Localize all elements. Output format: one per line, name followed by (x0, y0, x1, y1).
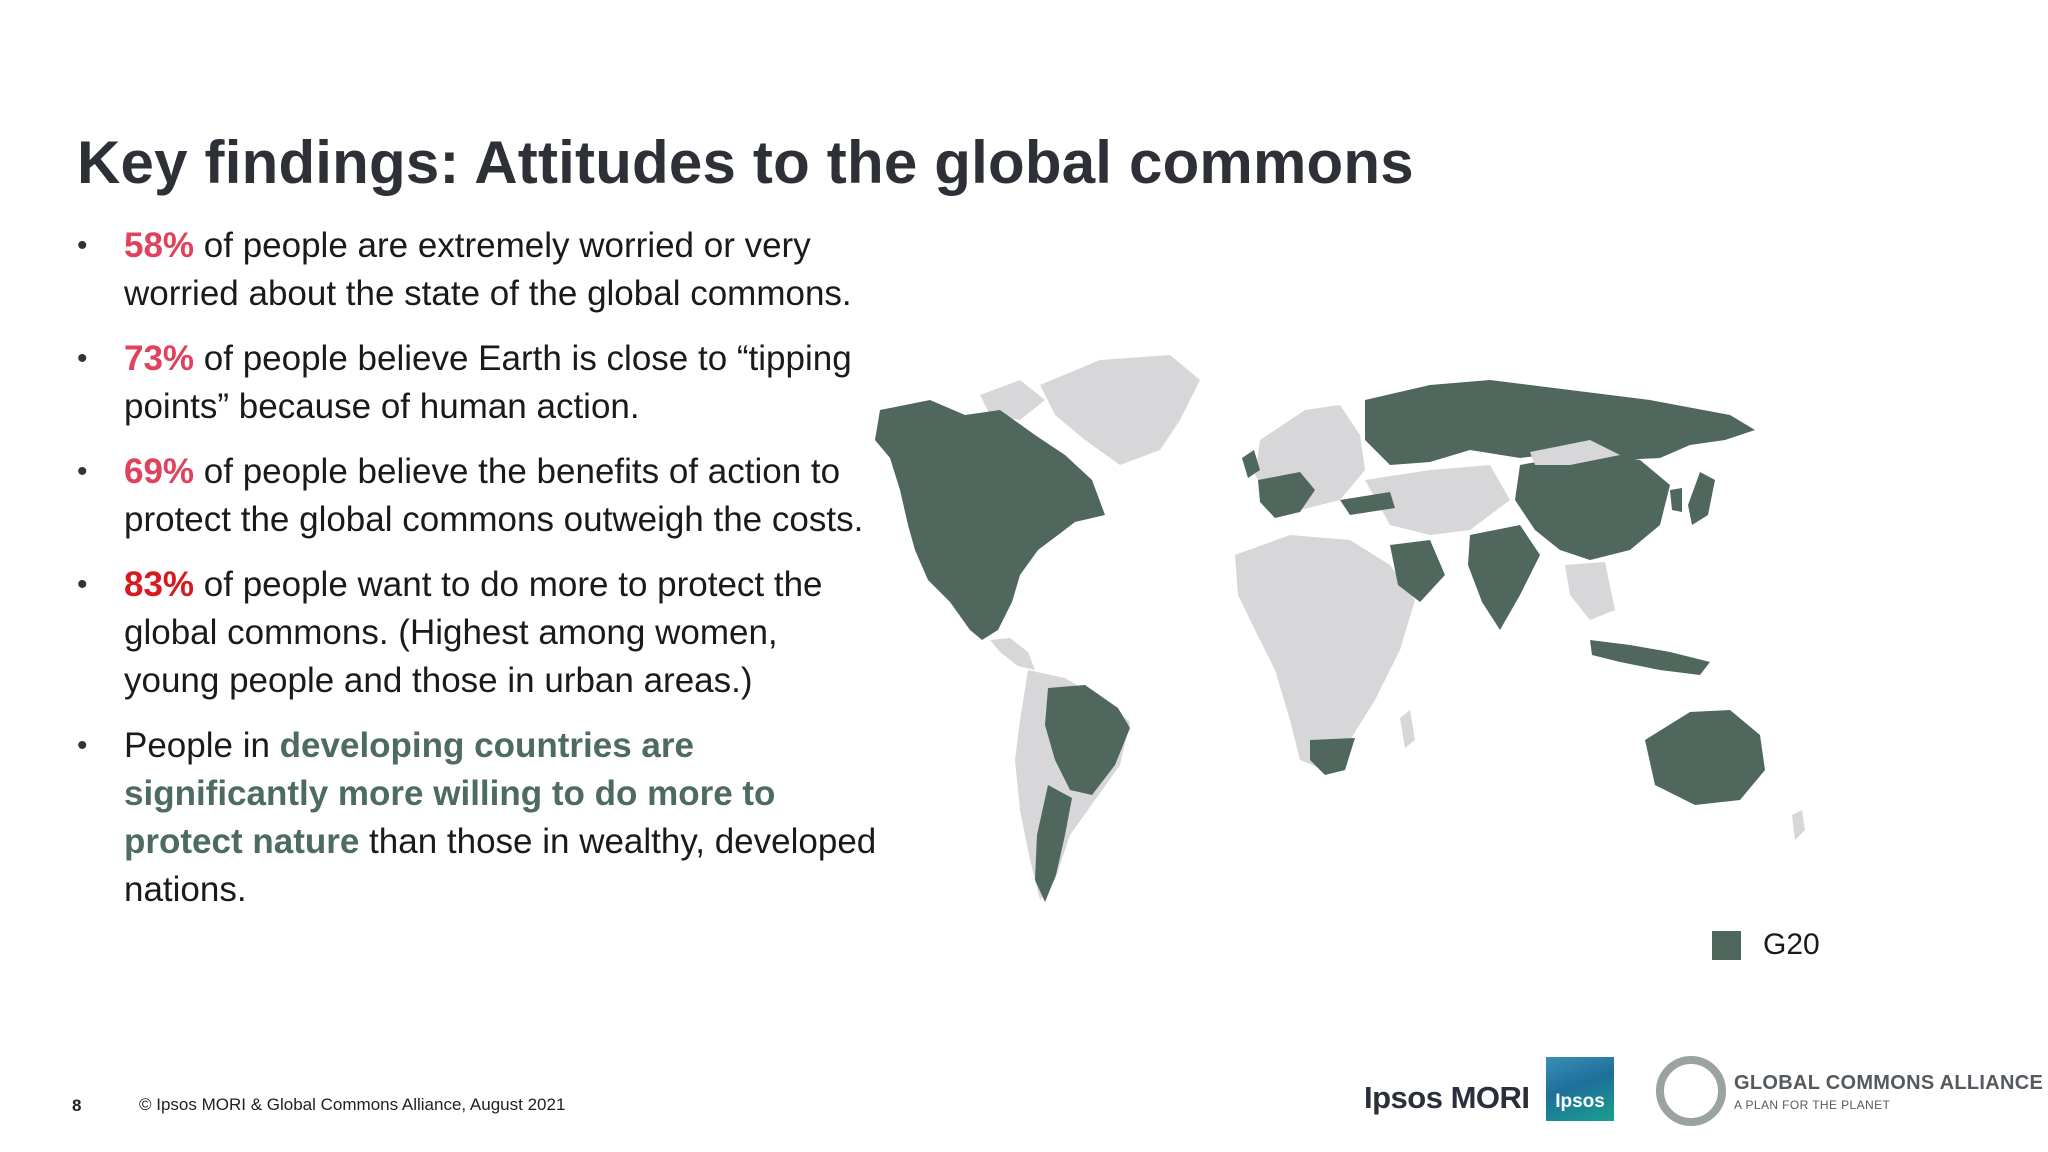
argentina (1035, 785, 1072, 902)
map-legend: G20 (1712, 928, 1820, 962)
global-commons-alliance-logo-icon (1656, 1056, 1726, 1126)
finding-percentage: 69% (124, 452, 195, 491)
finding-bullet: • 73% of people believe Earth is close t… (77, 335, 877, 431)
gca-name: GLOBAL COMMONS ALLIANCE (1734, 1072, 2044, 1094)
africa (1235, 535, 1415, 770)
brazil (1045, 685, 1130, 795)
china (1515, 452, 1670, 560)
legend-swatch-g20 (1712, 930, 1741, 960)
finding-emphasis: developing countries are significantly m… (124, 726, 776, 861)
finding-text: of people believe the benefits of action… (124, 452, 864, 539)
western-europe (1258, 472, 1315, 518)
finding-percentage: 73% (124, 339, 195, 378)
central-america (990, 638, 1035, 670)
saudi-arabia (1390, 540, 1445, 602)
russia (1365, 380, 1755, 465)
australia (1645, 710, 1765, 805)
slide-title: Key findings: Attitudes to the global co… (77, 129, 1414, 196)
finding-percentage: 83% (124, 565, 195, 604)
bullet-dot: • (77, 729, 88, 762)
world-map-svg (875, 355, 1805, 902)
world-map (870, 340, 2010, 920)
finding-percentage: 58% (124, 226, 195, 265)
gca-tagline: A PLAN FOR THE PLANET (1734, 1098, 1891, 1112)
finding-bullet: • 58% of people are extremely worried or… (77, 222, 877, 318)
arctic-islands (980, 380, 1045, 420)
bullet-dot: • (77, 229, 88, 262)
ipsos-logo: Ipsos (1546, 1057, 1614, 1121)
bullet-dot: • (77, 568, 88, 601)
finding-text: of people want to do more to protect the… (124, 565, 823, 700)
indonesia (1590, 640, 1710, 675)
south-africa (1310, 738, 1355, 775)
finding-prefix: People in (124, 726, 280, 765)
greenland (1040, 355, 1200, 465)
north-america (875, 400, 1105, 640)
key-findings-list: • 58% of people are extremely worried or… (77, 222, 877, 931)
finding-text: of people believe Earth is close to “tip… (124, 339, 852, 426)
southeast-asia (1565, 562, 1615, 620)
india (1468, 525, 1540, 630)
new-zealand (1792, 810, 1805, 840)
finding-bullet: • People in developing countries are sig… (77, 722, 877, 914)
mongolia (1530, 440, 1620, 465)
bullet-dot: • (77, 455, 88, 488)
legend-label-g20: G20 (1763, 928, 1820, 961)
turkey (1340, 492, 1395, 515)
ipsos-mori-logo-text: Ipsos MORI (1364, 1080, 1530, 1115)
uk (1242, 450, 1260, 478)
finding-text: of people are extremely worried or very … (124, 226, 852, 313)
finding-bullet: • 83% of people want to do more to prote… (77, 561, 877, 705)
japan (1688, 472, 1715, 525)
finding-bullet: • 69% of people believe the benefits of … (77, 448, 877, 544)
copyright-notice: © Ipsos MORI & Global Commons Alliance, … (139, 1095, 566, 1114)
middle-east (1365, 465, 1510, 535)
finding-suffix: than those in wealthy, developed nations… (124, 822, 877, 909)
korea (1670, 488, 1682, 512)
bullet-dot: • (77, 342, 88, 375)
madagascar (1400, 710, 1415, 748)
page-number: 8 (72, 1096, 82, 1115)
